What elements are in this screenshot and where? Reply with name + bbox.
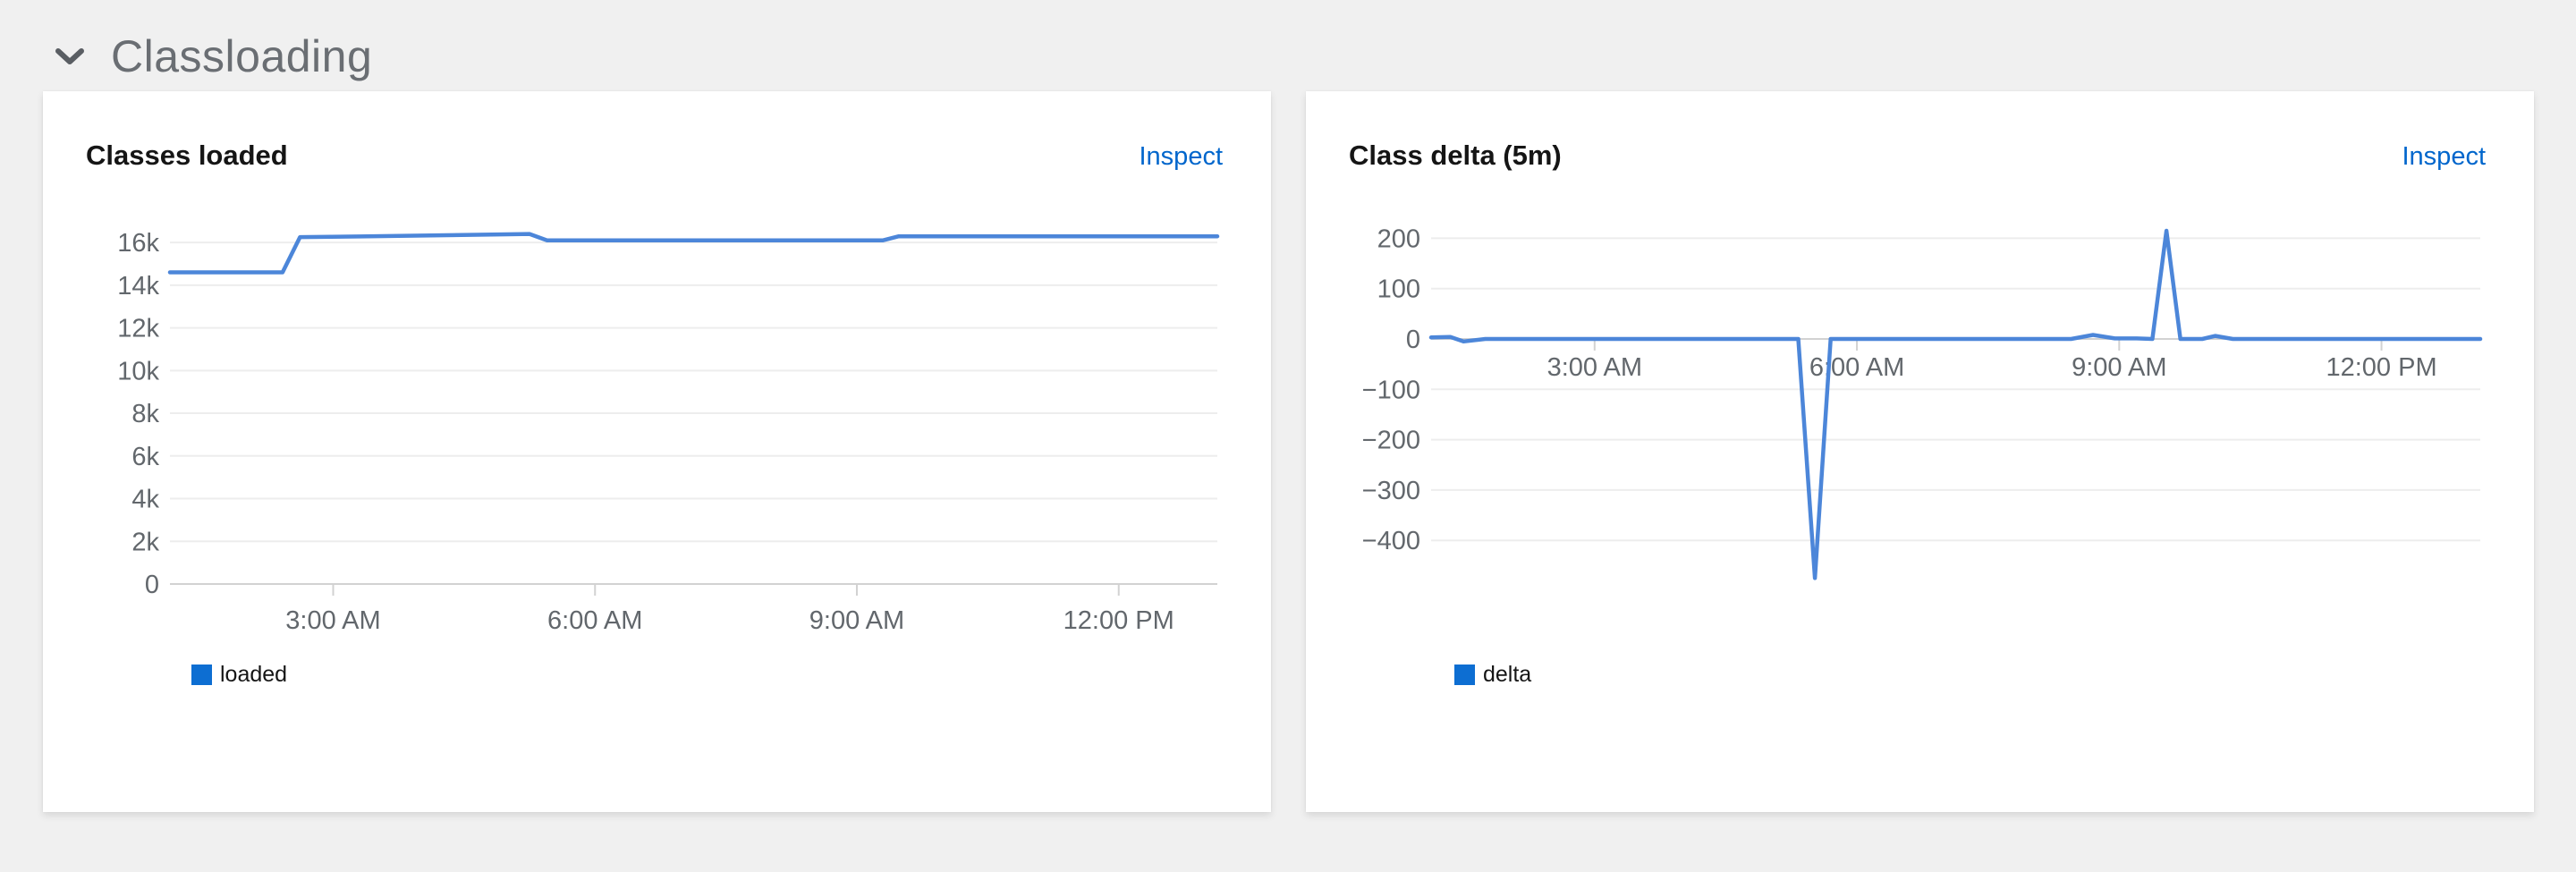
- panel-header: Classes loaded Inspect: [43, 91, 1271, 172]
- legend-label: loaded: [220, 662, 288, 687]
- chart-legend[interactable]: delta: [1454, 662, 1531, 688]
- series-line-delta: [1428, 228, 2483, 580]
- y-axis-tick-label: −400: [1362, 527, 1420, 555]
- section-title: Classloading: [111, 31, 373, 81]
- section-collapse-toggle[interactable]: [54, 46, 86, 67]
- y-axis-tick-label: −200: [1362, 427, 1420, 455]
- y-axis-tick-label: 4k: [131, 486, 159, 514]
- x-axis-tick-label: 3:00 AM: [285, 606, 380, 635]
- y-axis-tick-label: 8k: [131, 400, 159, 428]
- y-axis-tick-label: 2k: [131, 528, 159, 556]
- x-axis-tick-label: 12:00 PM: [1063, 606, 1174, 635]
- y-axis-tick-label: −300: [1362, 477, 1420, 505]
- y-axis-tick-label: 200: [1377, 224, 1420, 253]
- inspect-link[interactable]: Inspect: [1139, 142, 1224, 171]
- x-axis-tick-label: 9:00 AM: [2072, 353, 2166, 382]
- x-axis-tick-label: 6:00 AM: [547, 606, 642, 635]
- classes-loaded-chart: 16k 14k 12k 10k 8k 6k 4k 2k 0 3:00 AM 6:00 AM 9:00 …: [117, 229, 1220, 635]
- panels-row: Classes loaded Inspect 16k 14k 12k 10k 8k 6k 4…: [43, 91, 2534, 812]
- y-axis-tick-label: 12k: [117, 315, 159, 343]
- chart-legend[interactable]: loaded: [191, 662, 287, 688]
- y-axis-tick-label: 10k: [117, 357, 159, 385]
- y-axis-tick-label: −100: [1362, 376, 1420, 404]
- y-axis-tick-label: 6k: [131, 443, 159, 471]
- y-axis-tick-label: 0: [145, 571, 159, 599]
- legend-swatch-delta: [1454, 665, 1475, 685]
- y-axis-tick-label: 0: [1406, 326, 1420, 354]
- legend-swatch-loaded: [191, 665, 212, 685]
- y-axis-tick-label: 100: [1377, 275, 1420, 304]
- section-header: Classloading: [0, 0, 2576, 82]
- panel-classes-loaded: Classes loaded Inspect 16k 14k 12k 10k 8k 6k 4…: [43, 91, 1271, 812]
- series-line-loaded: [167, 232, 1220, 275]
- panel-class-delta: Class delta (5m) Inspect 200 100 0 −100 −200…: [1306, 91, 2534, 812]
- class-delta-chart: 200 100 0 −100 −200 −300 −400 3:00 AM 6:00 AM 9:0…: [1362, 224, 2483, 580]
- x-axis-tick-label: 9:00 AM: [809, 606, 904, 635]
- legend-label: delta: [1483, 662, 1532, 687]
- x-axis-tick-label: 6:00 AM: [1809, 353, 1904, 382]
- chevron-down-icon: [55, 48, 84, 64]
- y-axis-tick-label: 14k: [117, 272, 159, 301]
- x-axis-tick-label: 3:00 AM: [1547, 353, 1642, 382]
- panel-title: Class delta (5m): [1349, 140, 1562, 171]
- inspect-link[interactable]: Inspect: [2402, 142, 2487, 171]
- panel-title: Classes loaded: [86, 140, 288, 171]
- panel-header: Class delta (5m) Inspect: [1306, 91, 2534, 172]
- y-axis-tick-label: 16k: [117, 229, 159, 258]
- x-axis-tick-label: 12:00 PM: [2326, 353, 2436, 382]
